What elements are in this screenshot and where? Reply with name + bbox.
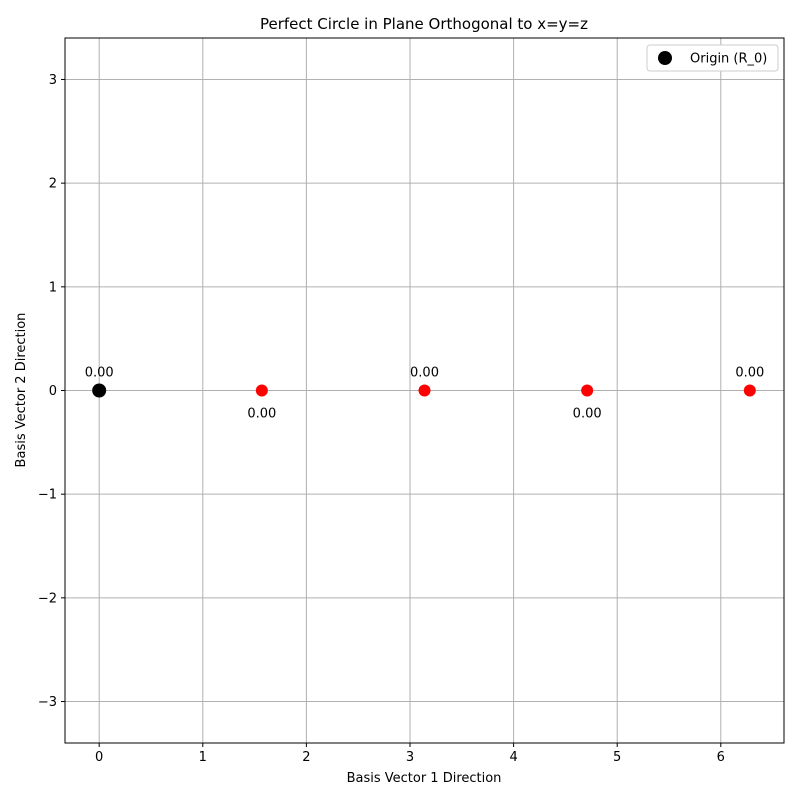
x-tick-label: 2 [302,750,310,765]
data-point [581,384,594,397]
data-point [743,384,756,397]
x-tick-label: 0 [95,750,103,765]
y-tick-label: 0 [49,384,57,399]
x-tick-label: 6 [717,750,725,765]
y-tick-label: −2 [38,591,57,606]
y-axis-label: Basis Vector 2 Direction [14,313,29,468]
data-point [418,384,431,397]
data-point-label: 0.00 [247,407,276,422]
x-tick-label: 3 [406,750,414,765]
data-points [92,383,756,398]
data-point [255,384,268,397]
y-axis-ticks: −3 −2 −1 0 1 2 3 [38,73,65,710]
legend-label-origin: Origin (R_0) [690,52,767,67]
x-tick-label: 4 [509,750,517,765]
origin-point [92,383,107,398]
data-point-label: 0.00 [573,407,602,422]
y-tick-label: −1 [38,488,57,503]
grid-lines [65,38,784,743]
legend: Origin (R_0) [646,44,779,72]
x-tick-label: 1 [199,750,207,765]
y-tick-label: 1 [49,280,57,295]
legend-box [646,44,779,72]
data-labels: 0.00 0.00 0.00 0.00 0.00 [85,366,765,422]
data-point-label: 0.00 [735,366,764,381]
x-axis-ticks: 0 1 2 3 4 5 6 [95,743,725,765]
x-tick-label: 5 [613,750,621,765]
y-tick-label: 3 [49,73,57,88]
data-point-label: 0.00 [410,366,439,381]
y-tick-label: −3 [38,695,57,710]
y-tick-label: 2 [49,177,57,192]
chart-title: Perfect Circle in Plane Orthogonal to x=… [260,15,588,33]
x-axis-label: Basis Vector 1 Direction [347,771,502,786]
data-point-label: 0.00 [85,366,114,381]
legend-marker-origin [658,51,672,65]
